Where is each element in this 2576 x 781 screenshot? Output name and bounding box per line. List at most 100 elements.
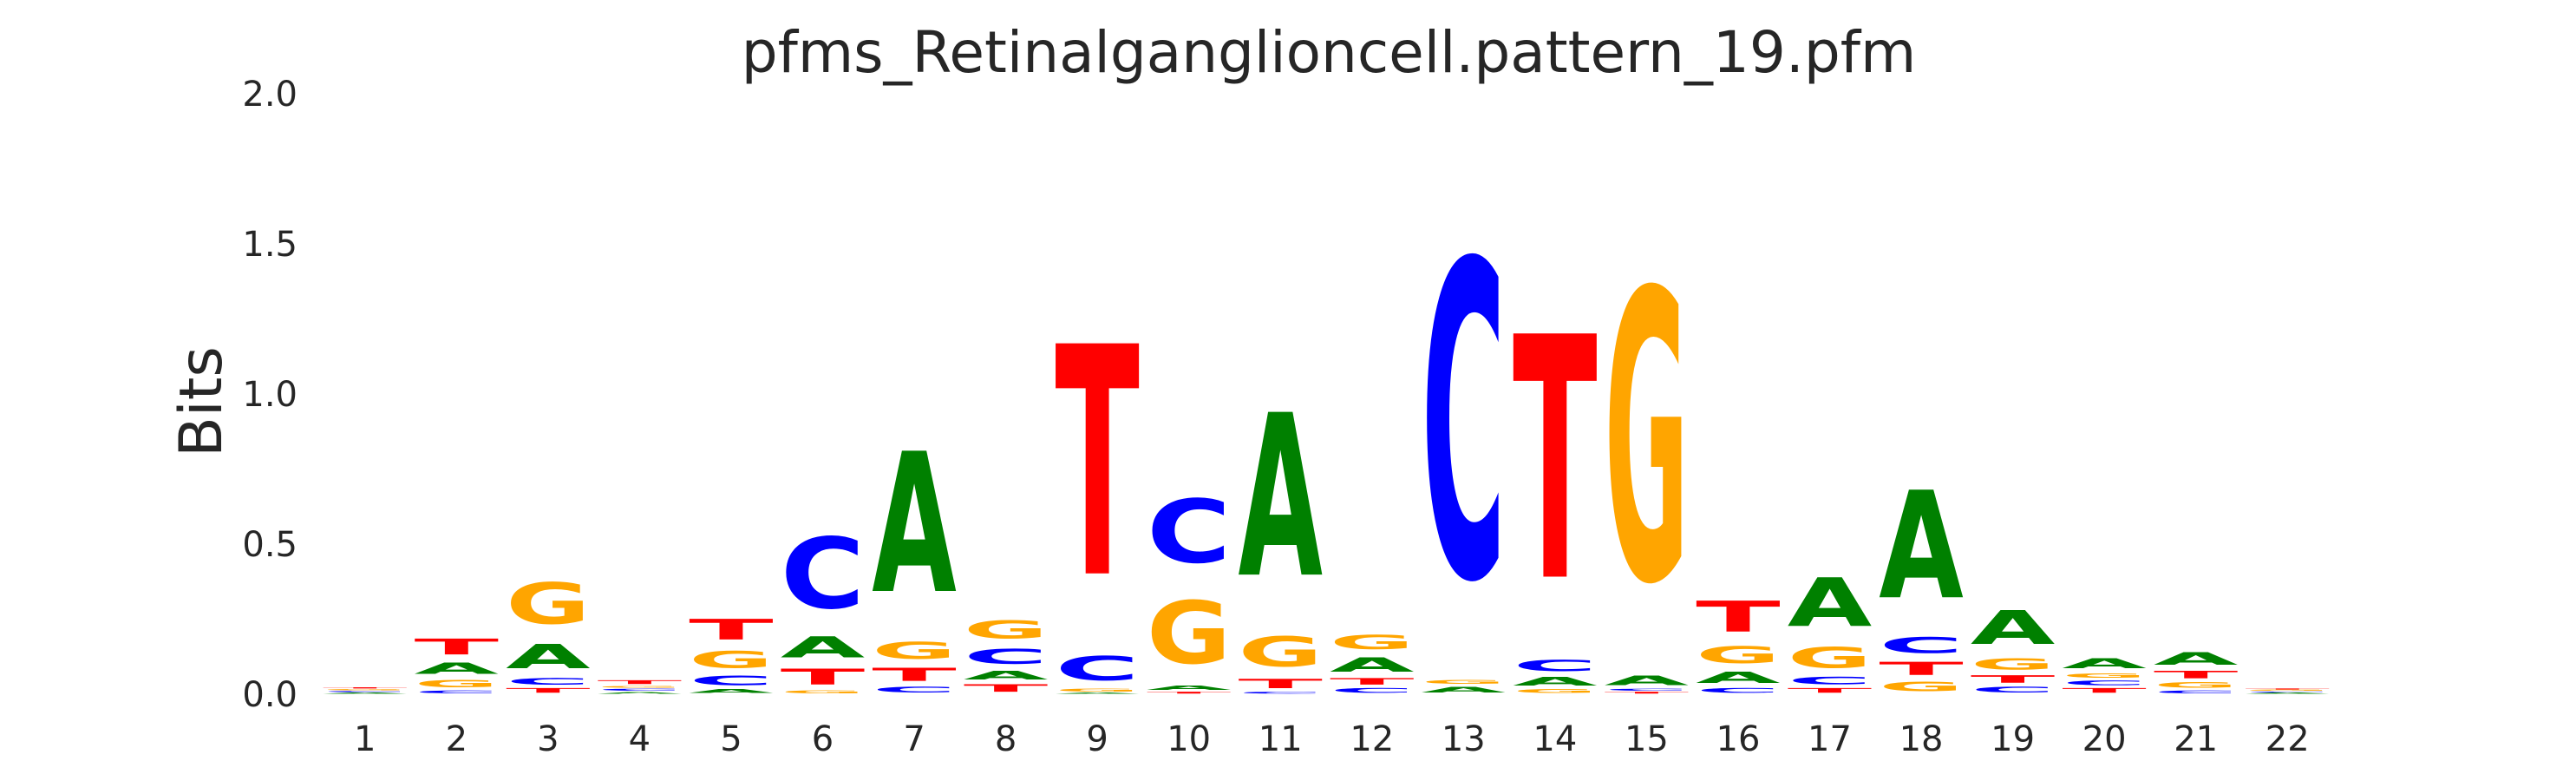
letter-a: A bbox=[1788, 564, 1873, 642]
letter-a: A bbox=[1605, 673, 1690, 688]
letter-g: G bbox=[1330, 632, 1415, 654]
letter-g: G bbox=[1788, 641, 1873, 674]
x-tick-label: 2 bbox=[446, 719, 467, 759]
x-tick-label: 9 bbox=[1086, 719, 1108, 759]
y-axis-ticks: 0.0 0.5 1.0 1.5 2.0 bbox=[242, 75, 297, 715]
letter-c: C bbox=[323, 691, 408, 692]
letter-c: C bbox=[2062, 679, 2147, 687]
letter-c: C bbox=[415, 690, 500, 694]
letter-c: C bbox=[1147, 482, 1232, 583]
letter-c: C bbox=[689, 673, 774, 688]
letter-t: T bbox=[1879, 659, 1964, 679]
letter-c: C bbox=[1055, 649, 1140, 688]
letter-t: T bbox=[1696, 593, 1781, 642]
letter-a: A bbox=[781, 632, 866, 665]
letter-c: C bbox=[781, 518, 866, 632]
letter-a: A bbox=[1696, 669, 1781, 687]
letter-t: T bbox=[2154, 669, 2239, 681]
letter-a: A bbox=[415, 660, 500, 678]
letter-a: A bbox=[1147, 684, 1232, 692]
x-tick-label: 8 bbox=[995, 719, 1017, 759]
x-tick-label: 10 bbox=[1167, 719, 1211, 759]
letter-g: G bbox=[1147, 583, 1232, 684]
letter-a: A bbox=[1055, 692, 1140, 694]
letter-g: G bbox=[872, 638, 957, 665]
letter-t: T bbox=[2062, 686, 2147, 694]
x-tick-label: 4 bbox=[629, 719, 651, 759]
letter-g: G bbox=[2062, 672, 2147, 679]
y-tick-label: 1.0 bbox=[242, 375, 297, 415]
letter-g: G bbox=[2245, 690, 2330, 692]
letter-a: A bbox=[689, 688, 774, 694]
letter-c: C bbox=[964, 645, 1049, 669]
letter-c: C bbox=[506, 676, 591, 686]
letter-c: C bbox=[1605, 688, 1690, 691]
letter-a: A bbox=[2062, 655, 2147, 672]
x-tick-label: 22 bbox=[2265, 719, 2310, 759]
letter-t: T bbox=[1605, 692, 1690, 694]
y-tick-label: 0.0 bbox=[242, 675, 297, 715]
x-tick-label: 17 bbox=[1808, 719, 1852, 759]
letter-a: A bbox=[598, 692, 683, 694]
letter-a: A bbox=[1879, 461, 1964, 633]
letter-g: G bbox=[506, 571, 591, 637]
letter-a: A bbox=[1513, 675, 1598, 688]
letter-t: T bbox=[872, 665, 957, 686]
letter-g: G bbox=[689, 646, 774, 673]
letter-c: C bbox=[2154, 690, 2239, 694]
x-tick-label: 16 bbox=[1716, 719, 1761, 759]
letter-g: G bbox=[964, 616, 1049, 645]
x-tick-label: 13 bbox=[1442, 719, 1486, 759]
letter-c: C bbox=[1422, 174, 1507, 679]
letter-g: G bbox=[2154, 680, 2239, 689]
letter-a: A bbox=[964, 669, 1049, 682]
y-tick-label: 0.5 bbox=[242, 525, 297, 565]
x-tick-label: 6 bbox=[812, 719, 834, 759]
letter-c: C bbox=[1971, 686, 2056, 694]
x-tick-label: 3 bbox=[537, 719, 559, 759]
letter-g: G bbox=[1513, 688, 1598, 694]
letter-a: A bbox=[1330, 654, 1415, 677]
letter-c: C bbox=[1879, 633, 1964, 658]
letter-t: T bbox=[415, 634, 500, 660]
letter-c: C bbox=[2245, 692, 2330, 693]
letter-t: T bbox=[689, 614, 774, 646]
letter-a: A bbox=[506, 638, 591, 677]
x-tick-label: 14 bbox=[1533, 719, 1577, 759]
letter-c: C bbox=[1513, 657, 1598, 675]
letter-a: A bbox=[1238, 367, 1323, 627]
x-tick-label: 21 bbox=[2174, 719, 2218, 759]
letter-t: T bbox=[323, 687, 408, 689]
letter-t: T bbox=[1238, 676, 1323, 691]
letter-t: T bbox=[1788, 686, 1873, 694]
letter-t: T bbox=[1055, 281, 1140, 649]
letter-g: G bbox=[781, 690, 866, 694]
letter-a: A bbox=[1422, 686, 1507, 694]
letter-g: G bbox=[323, 689, 408, 691]
letter-g: G bbox=[1696, 642, 1781, 669]
letter-t: T bbox=[1971, 673, 2056, 686]
x-tick-label: 12 bbox=[1350, 719, 1394, 759]
x-tick-label: 15 bbox=[1625, 719, 1669, 759]
letter-c: C bbox=[598, 688, 683, 691]
logo-letters: ACGTCGATTCAGACGTACGTGTACCTGATACGAGCTTAGC… bbox=[323, 174, 2330, 694]
letter-t: T bbox=[2245, 688, 2330, 690]
letter-t: T bbox=[598, 679, 683, 686]
letter-a: A bbox=[872, 413, 957, 637]
letter-g: G bbox=[598, 686, 683, 688]
x-tick-label: 18 bbox=[1899, 719, 1944, 759]
letter-g: G bbox=[1971, 655, 2056, 673]
letter-g: G bbox=[415, 678, 500, 690]
letter-t: T bbox=[964, 682, 1049, 694]
letter-g: G bbox=[1879, 679, 1964, 694]
letter-g: G bbox=[1055, 688, 1140, 692]
x-tick-label: 19 bbox=[1991, 719, 2035, 759]
letter-a: A bbox=[1971, 601, 2056, 655]
letter-t: T bbox=[1147, 692, 1232, 694]
letter-c: C bbox=[1238, 692, 1323, 694]
letter-c: C bbox=[1788, 675, 1873, 687]
letter-c: C bbox=[1696, 686, 1781, 694]
letter-g: G bbox=[1605, 208, 1690, 672]
x-tick-label: 1 bbox=[354, 719, 376, 759]
letter-g: G bbox=[1238, 628, 1323, 676]
